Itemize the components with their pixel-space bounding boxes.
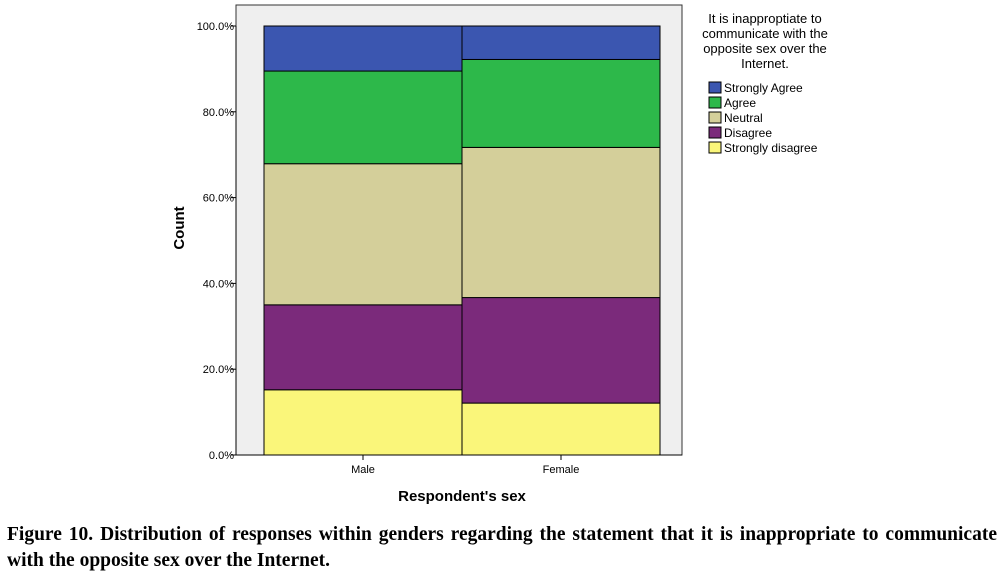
- legend-title-line: opposite sex over the: [703, 41, 827, 56]
- y-tick-label: 80.0%: [203, 107, 234, 119]
- legend-label: Strongly Agree: [724, 81, 803, 95]
- bar-segment-male-strongly-agree: [263, 25, 463, 72]
- legend-title-line: Internet.: [741, 56, 789, 71]
- bar-segment-female-neutral: [461, 146, 661, 299]
- legend-title-line: communicate with the: [702, 26, 828, 41]
- bar-segment-male-agree: [263, 70, 463, 165]
- bar-segment-female-strongly-disagree: [461, 402, 661, 456]
- y-tick-label: 40.0%: [203, 278, 234, 290]
- legend-label: Strongly disagree: [724, 141, 818, 155]
- x-tick-label-male: Male: [351, 464, 375, 476]
- x-axis-title: Respondent's sex: [398, 488, 526, 505]
- legend-swatch-agree: [708, 96, 722, 109]
- legend-label: Neutral: [724, 111, 763, 125]
- y-axis: 0.0% 20.0% 40.0% 60.0% 80.0% 100.0%: [197, 21, 237, 462]
- y-tick-label: 20.0%: [203, 364, 234, 376]
- legend-label: Disagree: [724, 126, 772, 140]
- bar-segment-male-neutral: [263, 163, 463, 306]
- stacked-bar-chart: 0.0% 20.0% 40.0% 60.0% 80.0% 100.0% Male Femal…: [171, 4, 828, 505]
- bar-segment-male-disagree: [263, 304, 463, 391]
- x-axis: Male Female: [236, 454, 682, 476]
- bar-segment-male-strongly-disagree: [263, 389, 463, 456]
- bars-group: [263, 25, 661, 456]
- bar-segment-female-agree: [461, 58, 661, 148]
- y-axis-title: Count: [171, 206, 188, 249]
- legend-swatch-strongly-disagree: [708, 141, 722, 154]
- bar-segment-female-disagree: [461, 297, 661, 404]
- y-tick-label: 100.0%: [197, 21, 235, 33]
- legend-title-line: It is inapproptiate to: [708, 11, 821, 26]
- legend-swatch-disagree: [708, 126, 722, 139]
- y-tick-label: 60.0%: [203, 193, 234, 205]
- legend-label: Agree: [724, 96, 756, 110]
- legend-swatch-strongly-agree: [708, 81, 722, 94]
- x-tick-label-female: Female: [543, 464, 580, 476]
- figure-caption: Figure 10. Distribution of responses wit…: [7, 524, 997, 571]
- bar-segment-female-strongly-agree: [461, 25, 661, 60]
- y-tick-label: 0.0%: [209, 450, 234, 462]
- legend-swatch-neutral: [708, 111, 722, 124]
